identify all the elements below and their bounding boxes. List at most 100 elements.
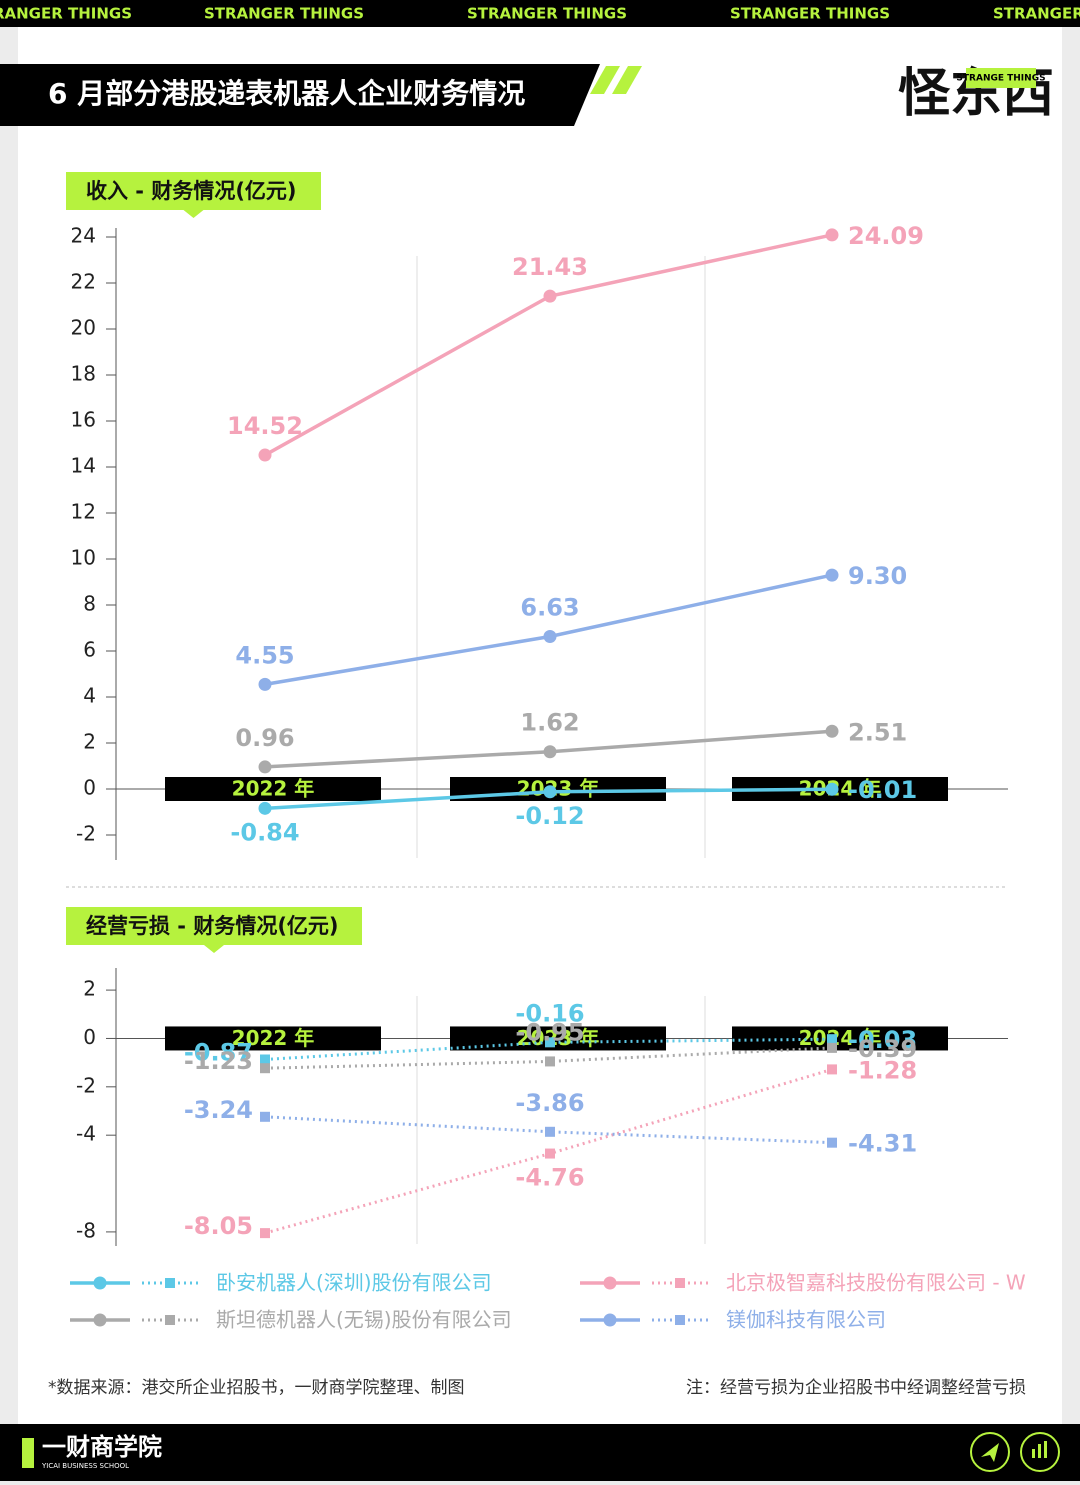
legend-label: 斯坦德机器人(无锡)股份有限公司	[216, 1308, 512, 1332]
panel	[18, 0, 1062, 1481]
title-bar	[0, 64, 600, 126]
data-label: 1.62	[520, 709, 579, 737]
y-tick-label: -8	[76, 1218, 96, 1242]
legend-label: 北京极智嘉科技股份有限公司 - W	[726, 1271, 1026, 1295]
legend-square	[675, 1315, 685, 1325]
data-label: -1.28	[848, 1056, 917, 1084]
y-tick-label: 2	[83, 977, 96, 1001]
legend-marker	[603, 1313, 617, 1327]
chart-title: 收入 - 财务情况(亿元)	[86, 179, 297, 203]
stats-icon	[1032, 1449, 1035, 1458]
x-tick-label: 2023 年	[517, 777, 600, 801]
y-tick-label: 10	[71, 546, 96, 570]
y-tick-label: 6	[83, 638, 96, 662]
point	[543, 785, 557, 799]
data-label: -8.05	[184, 1212, 253, 1240]
category-box	[732, 1026, 948, 1051]
brand-mark	[22, 1438, 34, 1468]
category-box	[450, 1026, 666, 1051]
category-box	[165, 1026, 381, 1051]
banner-text: STRANGER THINGS	[467, 5, 627, 23]
point	[827, 1042, 837, 1053]
share-icon	[981, 1443, 999, 1462]
data-label: -0.95	[515, 1018, 584, 1046]
x-tick-label: 2024 年	[799, 1026, 882, 1050]
slash	[612, 66, 642, 94]
banner-text: STRANGER THINGS	[730, 5, 890, 23]
y-tick-label: 16	[71, 408, 96, 432]
share-button[interactable]	[970, 1432, 1010, 1472]
data-label: -0.01	[848, 776, 917, 804]
data-label: 14.52	[227, 412, 303, 440]
point	[827, 1034, 837, 1045]
stats-button[interactable]	[1020, 1432, 1060, 1472]
x-tick-label: 2022 年	[232, 777, 315, 801]
banner-text: STRANGER THINGS	[204, 5, 364, 23]
brand: 一财商学院	[42, 1433, 162, 1461]
legend-square	[165, 1278, 175, 1288]
data-label: -3.86	[515, 1089, 584, 1117]
data-label: 9.30	[848, 562, 907, 590]
data-label: -0.12	[515, 802, 584, 830]
data-label: -1.23	[184, 1047, 253, 1075]
point	[258, 801, 272, 815]
y-tick-label: 14	[71, 454, 96, 478]
point	[545, 1126, 555, 1137]
data-label: -4.31	[848, 1130, 917, 1158]
y-tick-label: 2	[83, 730, 96, 754]
point	[545, 1037, 555, 1048]
point	[545, 1148, 555, 1159]
data-label: 4.55	[235, 641, 294, 669]
banner	[0, 0, 1080, 27]
point	[543, 745, 557, 759]
banner-text: STRANGER THINGS	[0, 5, 132, 23]
y-tick-label: 12	[71, 500, 96, 524]
point	[258, 677, 272, 691]
data-label: -0.39	[848, 1035, 917, 1063]
data-label: -0.16	[515, 999, 584, 1027]
legend-marker	[93, 1313, 107, 1327]
point	[827, 1137, 837, 1148]
y-tick-label: 0	[83, 776, 96, 800]
chart-title: 经营亏损 - 财务情况(亿元)	[86, 914, 339, 938]
point	[545, 1056, 555, 1067]
slash	[590, 66, 620, 94]
point	[543, 289, 557, 303]
data-label: -0.03	[848, 1026, 917, 1054]
point	[827, 1064, 837, 1075]
x-tick-label: 2022 年	[232, 1026, 315, 1050]
footer-bar	[0, 1424, 1080, 1481]
logo-tag-bg	[966, 68, 1036, 88]
y-tick-label: 8	[83, 592, 96, 616]
banner-text: STRANGER THINGS	[993, 5, 1080, 23]
legend-square	[675, 1278, 685, 1288]
point	[258, 448, 272, 462]
data-label: 6.63	[520, 594, 579, 622]
data-label: -3.24	[184, 1096, 253, 1124]
y-tick-label: 0	[83, 1025, 96, 1049]
y-tick-label: 22	[71, 270, 96, 294]
legend-marker	[93, 1276, 107, 1290]
data-label: -0.87	[184, 1038, 253, 1066]
y-tick-label: 18	[71, 362, 96, 386]
legend-square	[165, 1315, 175, 1325]
y-tick-label: 24	[71, 224, 96, 248]
chart-tag	[66, 172, 321, 218]
data-label: 0.96	[235, 724, 294, 752]
data-label: 21.43	[512, 253, 588, 281]
point	[260, 1063, 270, 1074]
stats-icon	[1038, 1444, 1041, 1458]
data-label: -4.76	[515, 1164, 584, 1192]
chart-tag	[66, 907, 362, 953]
point	[258, 760, 272, 774]
data-label: -0.84	[230, 818, 299, 846]
logo-tag: STRANGE THINGS	[956, 74, 1045, 84]
title: 6 月部分港股递表机器人企业财务情况	[48, 77, 525, 110]
y-tick-label: -4	[76, 1122, 96, 1146]
y-tick-label: 20	[71, 316, 96, 340]
y-tick-label: -2	[76, 1073, 96, 1097]
x-tick-label: 2023 年	[517, 1026, 600, 1050]
legend-label: 镁伽科技有限公司	[726, 1308, 886, 1332]
